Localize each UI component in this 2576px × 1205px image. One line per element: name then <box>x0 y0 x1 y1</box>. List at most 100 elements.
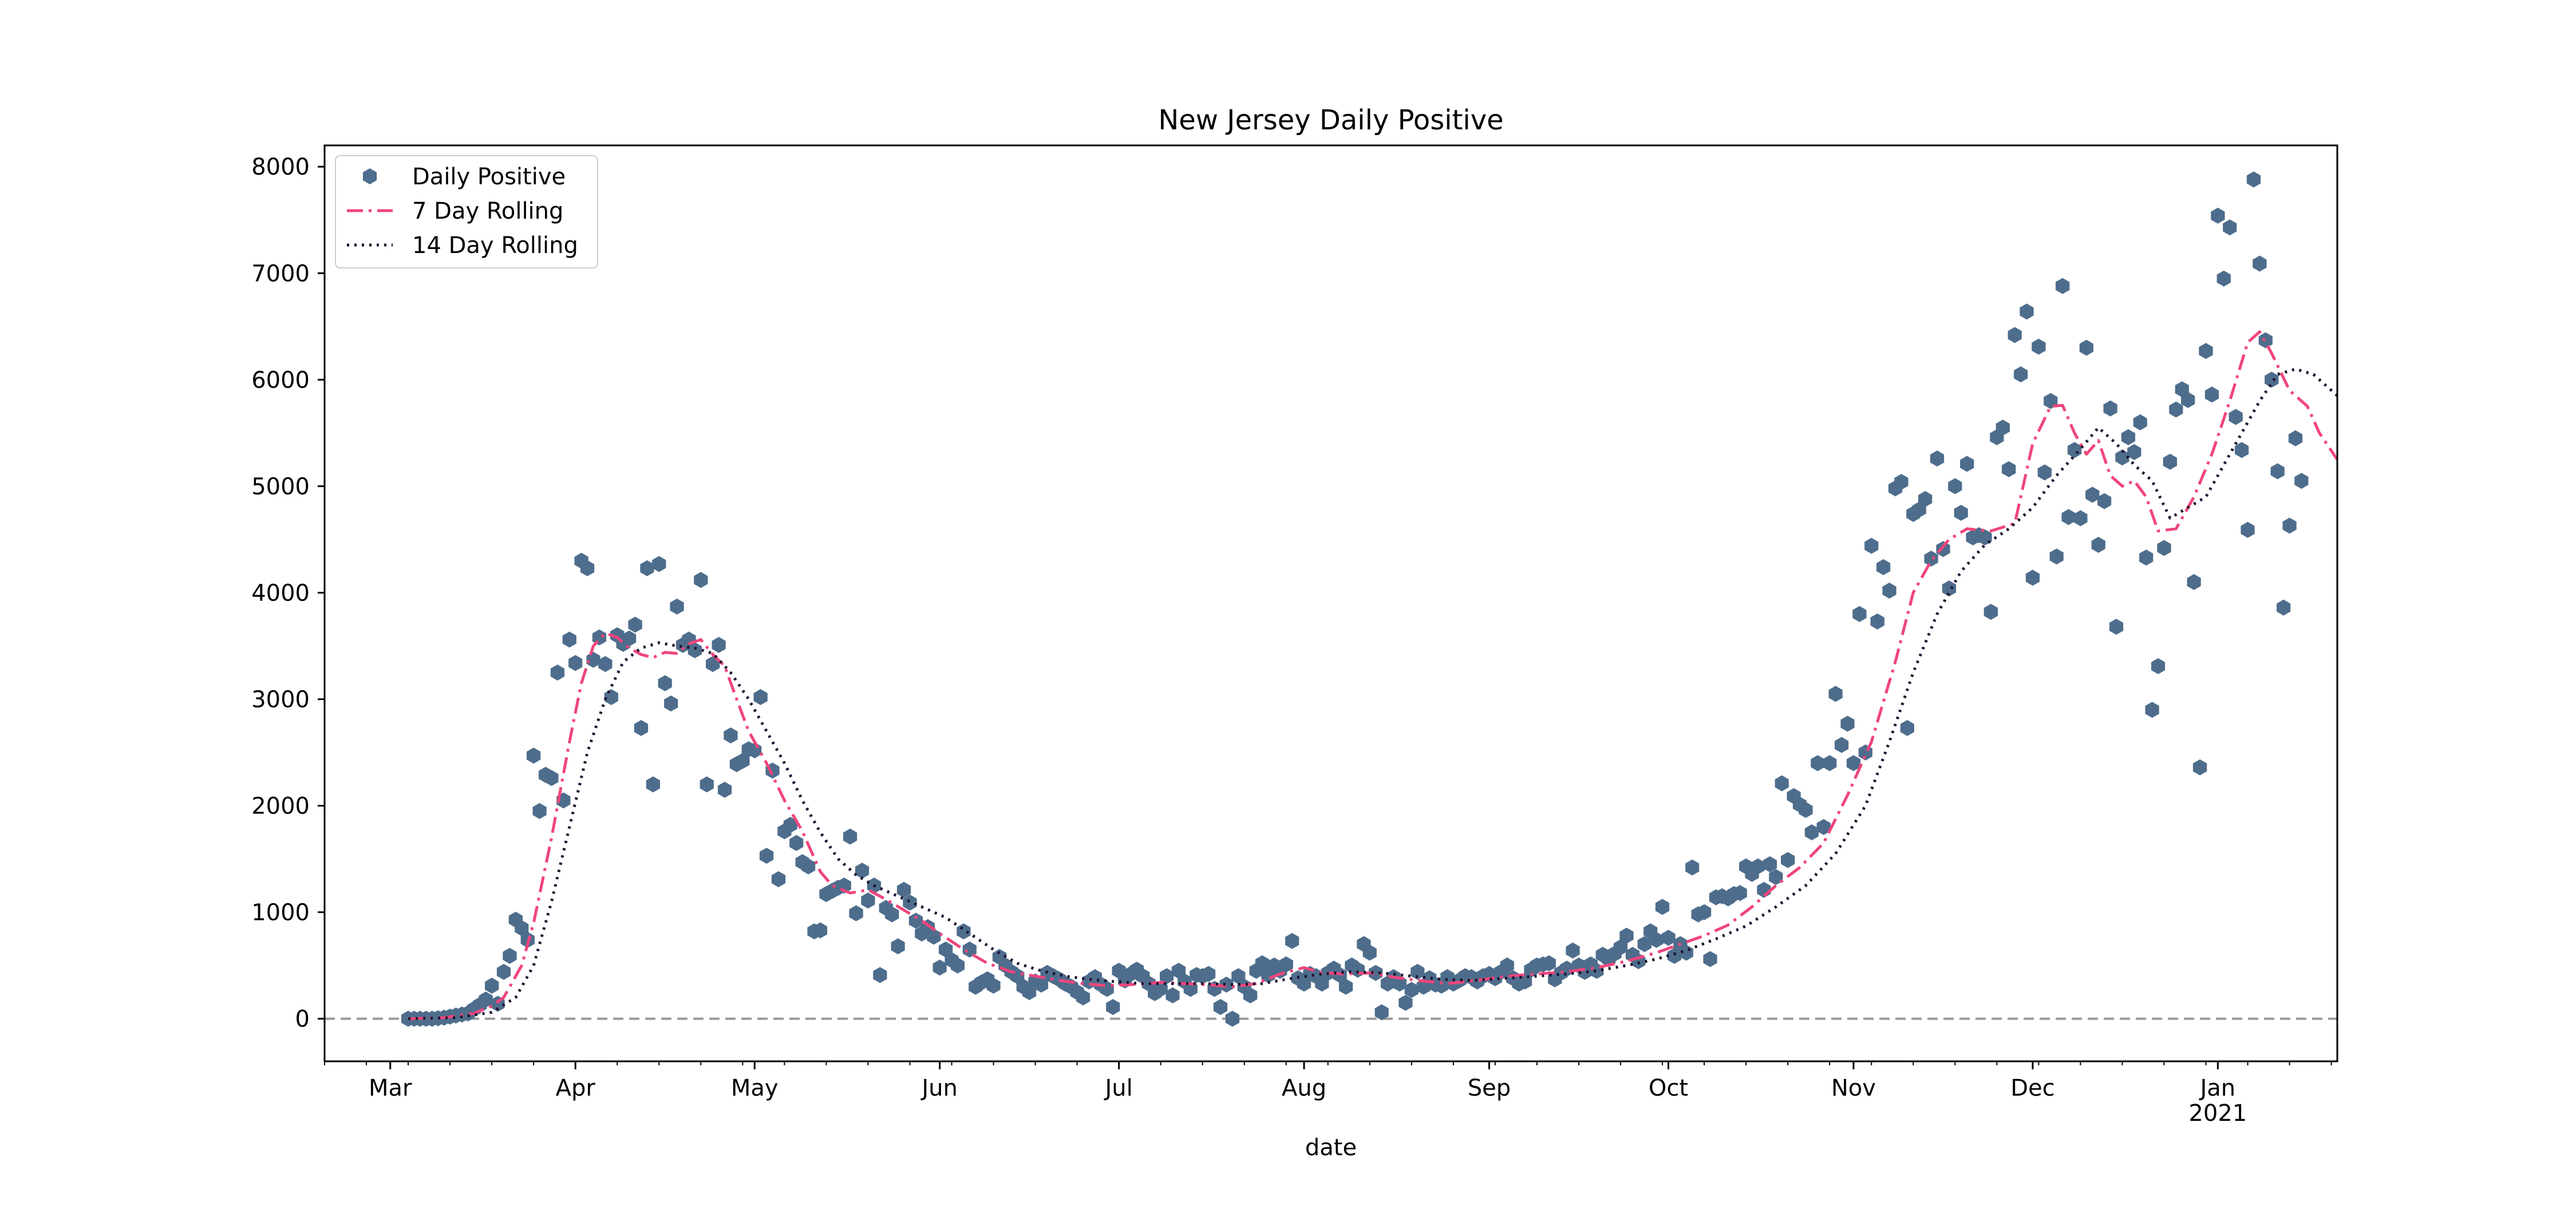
scatter-point <box>634 720 649 736</box>
scatter-point <box>1942 580 1956 596</box>
scatter-point <box>1225 1010 1239 1027</box>
scatter-point <box>1661 930 1676 946</box>
scatter-point <box>562 631 576 648</box>
scatter-point <box>1775 775 1789 792</box>
scatter-point <box>1876 559 1891 575</box>
scatter-point <box>2067 442 2082 459</box>
scatter-point <box>891 938 905 955</box>
scatter-point <box>950 957 965 974</box>
x-tick-label: Oct <box>1649 1075 1688 1101</box>
scatter-point <box>1255 955 1270 971</box>
scatter-point <box>1828 686 1843 702</box>
scatter-point <box>2211 207 2225 224</box>
scatter-point <box>1864 538 1879 554</box>
scatter-point <box>896 882 911 898</box>
y-tick-label: 1000 <box>251 900 310 926</box>
scatter-point <box>1984 603 1998 620</box>
scatter-point <box>598 656 613 672</box>
scatter-point <box>1404 982 1419 998</box>
scatter-point <box>515 920 529 937</box>
scatter-point <box>2163 453 2177 470</box>
scatter-point <box>1637 936 1652 953</box>
scatter-point <box>1542 955 1556 971</box>
scatter-point <box>706 656 720 672</box>
scatter-point <box>1930 451 1945 467</box>
scatter-point <box>1763 856 1777 872</box>
scatter-point <box>2241 521 2255 538</box>
scatter-point <box>1685 859 1700 876</box>
scatter-point <box>1811 755 1825 772</box>
scatter-point <box>1034 977 1049 993</box>
scatter-point <box>2288 430 2303 447</box>
y-tick-label: 8000 <box>251 154 310 180</box>
scatter-point <box>1613 939 1628 955</box>
scatter-point <box>1733 885 1747 901</box>
scatter-point <box>2145 702 2159 718</box>
scatter-point <box>2091 536 2105 553</box>
scatter-point <box>1882 582 1897 599</box>
scatter-point <box>1823 755 1837 772</box>
scatter-point <box>1106 999 1120 1016</box>
scatter-point <box>1667 947 1681 964</box>
scatter-point <box>1411 963 1425 980</box>
scatter-point <box>2157 540 2171 556</box>
scatter-point <box>724 727 738 744</box>
scatter-point <box>1022 984 1037 1001</box>
scatter-point <box>759 847 774 864</box>
scatter-point <box>1279 956 1293 973</box>
scatter-point <box>1924 550 1938 567</box>
scatter-point <box>783 817 797 833</box>
scatter-point <box>2204 386 2219 403</box>
scatter-point <box>2192 759 2207 776</box>
x-tick-label: Mar <box>369 1075 412 1101</box>
scatter-point <box>2139 550 2154 566</box>
x-axis-label: date <box>1305 1135 1357 1161</box>
scatter-point <box>2020 303 2034 320</box>
legend-label: 14 Day Rolling <box>412 232 578 259</box>
scatter-point <box>1374 1004 1389 1021</box>
scatter-point <box>771 871 786 887</box>
scatter-point <box>885 906 899 923</box>
scatter-point <box>2127 444 2142 460</box>
x-tick-sublabel: 2021 <box>2188 1100 2247 1127</box>
scatter-point <box>1219 977 1234 993</box>
scatter-point <box>1619 927 1634 944</box>
scatter-point <box>712 637 726 653</box>
scatter-point <box>2199 343 2213 359</box>
legend-box <box>335 155 598 268</box>
scatter-point <box>1960 456 1974 472</box>
scatter-point <box>2097 493 2112 509</box>
scatter-point <box>717 781 732 798</box>
y-tick-label: 3000 <box>251 686 310 713</box>
scatter-point <box>1500 957 1514 974</box>
scatter-point <box>736 753 750 769</box>
scatter-point <box>957 923 971 939</box>
scatter-point <box>658 675 672 692</box>
scatter-point <box>2115 449 2129 466</box>
scatter-point <box>2294 473 2309 489</box>
scatter-point <box>2133 414 2147 430</box>
scatter-point <box>1339 978 1353 995</box>
legend-label: 7 Day Rolling <box>412 198 563 224</box>
scatter-point <box>1362 945 1377 961</box>
scatter-point <box>2013 366 2028 382</box>
scatter-point <box>1655 899 1670 915</box>
scatter-point <box>1948 478 1962 495</box>
scatter-point <box>2103 400 2117 417</box>
scatter-point <box>855 863 870 879</box>
scatter-point <box>2223 219 2237 236</box>
chart-title: New Jersey Daily Positive <box>1158 104 1503 136</box>
scatter-point <box>1231 968 1246 985</box>
scatter-point <box>2258 332 2273 349</box>
scatter-point <box>2037 464 2052 481</box>
scatter-point <box>1697 904 1712 920</box>
scatter-point <box>2270 463 2285 480</box>
scatter-point <box>1213 999 1228 1016</box>
scatter-point <box>1816 819 1831 835</box>
scatter-point <box>2246 171 2261 188</box>
scatter-point <box>640 560 654 576</box>
scatter-point <box>503 947 517 964</box>
scatter-point <box>849 905 863 922</box>
x-tick-label: Aug <box>1282 1075 1326 1101</box>
